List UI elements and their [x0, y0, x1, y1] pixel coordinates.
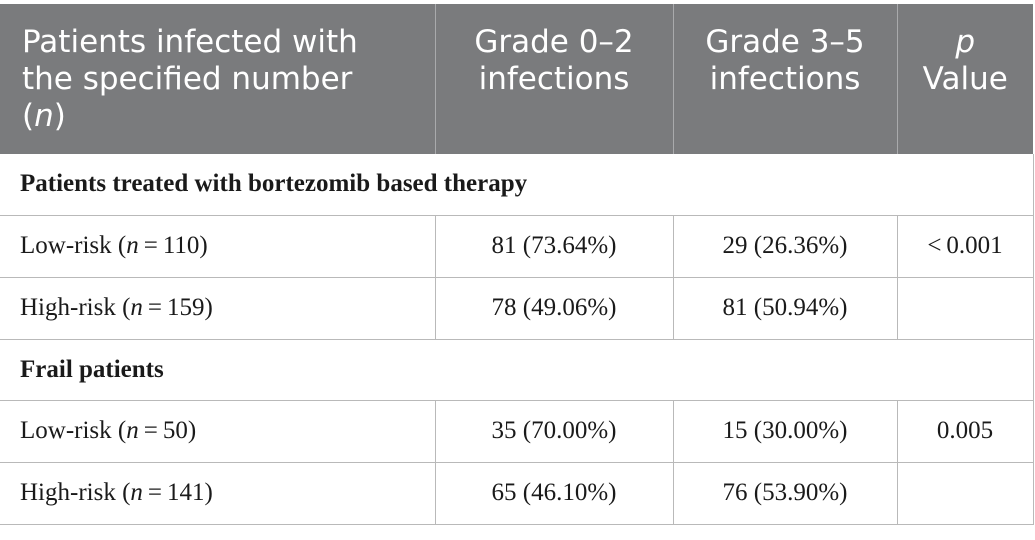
grade-0-2-cell: 78 (49.06%) [434, 276, 674, 340]
grade-3-5-cell: 29 (26.36%) [672, 214, 898, 278]
section-row: Patients treated with bortezomib based t… [0, 154, 1034, 216]
n-symbol: n [130, 294, 143, 321]
row-label: High-risk (n = 159) [0, 276, 436, 340]
n-symbol: n [126, 232, 139, 259]
n-value: = 141) [142, 479, 213, 506]
row-label: Low-risk (n = 110) [0, 214, 436, 278]
grade-3-5-cell: 15 (30.00%) [672, 399, 898, 463]
n-symbol: n [126, 417, 139, 444]
table-header: Patients infected with the specified num… [0, 4, 1033, 154]
header-paren-close: ) [53, 98, 66, 134]
n-symbol: n [130, 479, 143, 506]
header-grade-3-5: Grade 3–5 infections [673, 4, 898, 154]
row-label-text: High-risk ( [20, 294, 131, 321]
header-patients-line1: Patients infected with [22, 24, 358, 60]
grade-0-2-cell: 81 (73.64%) [434, 214, 674, 278]
infection-grade-table: Patients infected with the specified num… [0, 4, 1034, 525]
header-p-symbol: p [955, 24, 976, 60]
table-row: High-risk (n = 141) 65 (46.10%) 76 (53.9… [0, 461, 1034, 525]
table-row: High-risk (n = 159) 78 (49.06%) 81 (50.9… [0, 276, 1034, 340]
header-grade-0-2: Grade 0–2 infections [435, 4, 674, 154]
table-row: Low-risk (n = 110) 81 (73.64%) 29 (26.36… [0, 214, 1034, 278]
header-grade-0-2-line1: Grade 0–2 [474, 24, 634, 60]
n-value: = 110) [138, 232, 208, 259]
header-value-label: Value [922, 61, 1008, 97]
table-body: Patients treated with bortezomib based t… [0, 154, 1034, 525]
header-grade-0-2-line2: infections [478, 61, 630, 97]
row-label-text: Low-risk ( [20, 232, 127, 259]
header-row: Patients infected with the specified num… [0, 4, 1033, 154]
header-patients-line2: the specified number [22, 61, 353, 97]
row-label-text: High-risk ( [20, 479, 131, 506]
section-title: Frail patients [0, 338, 1034, 401]
n-value: = 50) [138, 417, 197, 444]
header-n-symbol: n [34, 98, 54, 134]
grade-3-5-cell: 81 (50.94%) [672, 276, 898, 340]
row-label: Low-risk (n = 50) [0, 399, 436, 463]
section-title: Patients treated with bortezomib based t… [0, 154, 1034, 216]
row-label-text: Low-risk ( [20, 417, 127, 444]
header-grade-3-5-line1: Grade 3–5 [705, 24, 865, 60]
grade-3-5-cell: 76 (53.90%) [672, 461, 898, 525]
p-value-cell [896, 276, 1034, 340]
p-value-cell: 0.005 [896, 399, 1034, 463]
header-grade-3-5-line2: infections [709, 61, 861, 97]
grade-0-2-cell: 65 (46.10%) [434, 461, 674, 525]
section-row: Frail patients [0, 338, 1034, 401]
p-value-cell: < 0.001 [896, 214, 1034, 278]
header-paren-open: ( [22, 98, 35, 134]
n-value: = 159) [142, 294, 213, 321]
grade-0-2-cell: 35 (70.00%) [434, 399, 674, 463]
header-patients: Patients infected with the specified num… [0, 4, 436, 154]
p-value-cell [896, 461, 1034, 525]
table-row: Low-risk (n = 50) 35 (70.00%) 15 (30.00%… [0, 399, 1034, 463]
row-label: High-risk (n = 141) [0, 461, 436, 525]
header-p-value: p Value [897, 4, 1033, 154]
